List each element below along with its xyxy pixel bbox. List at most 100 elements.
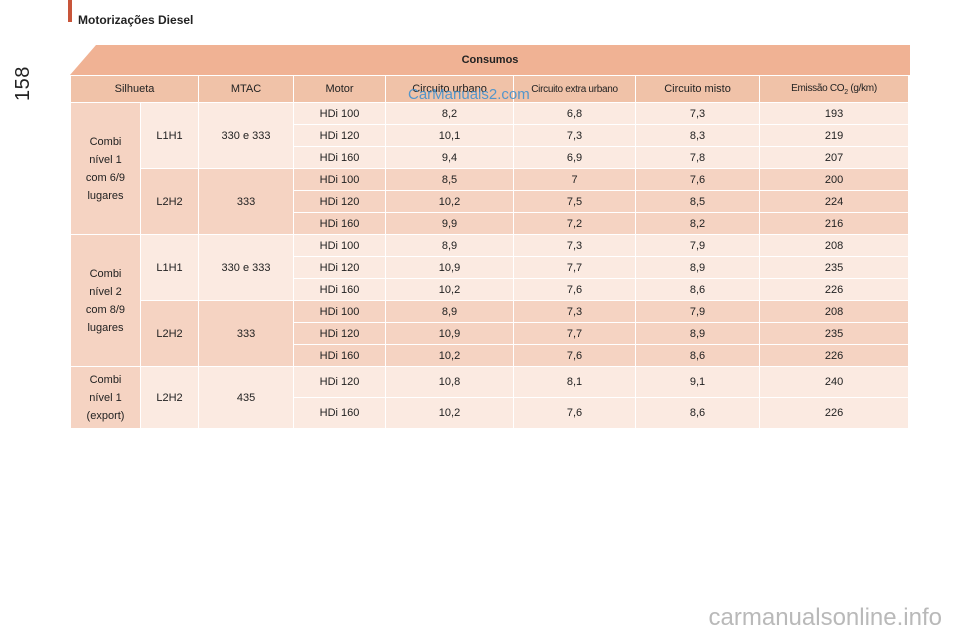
extra-cell: 6,8 (513, 102, 637, 125)
table-row: HDi 120 10,2 7,5 8,5 224 (71, 190, 910, 213)
accent-bar (68, 0, 72, 22)
motor-cell: HDi 120 (293, 366, 387, 398)
co2-cell: 208 (759, 300, 910, 323)
silhueta-line: (export) (86, 409, 125, 422)
extra-cell: 7,6 (513, 397, 637, 429)
extra-cell: 7 (513, 168, 637, 191)
co2-cell: 208 (759, 234, 910, 257)
co2-cell: 207 (759, 146, 910, 169)
urbano-cell: 10,8 (385, 366, 515, 398)
mtac-cell: 333 (198, 300, 295, 367)
table-title: Consumos (461, 54, 519, 66)
table-row: HDi 160 10,2 7,6 8,6 226 (71, 344, 910, 367)
extra-cell: 8,1 (513, 366, 637, 398)
motor-cell: HDi 100 (293, 234, 387, 257)
misto-cell: 7,9 (635, 300, 761, 323)
extra-cell: 7,6 (513, 278, 637, 301)
version-cell: L2H2 (139, 366, 200, 429)
silhueta-cell: Combi nível 2 com 8/9 lugares (70, 234, 141, 367)
watermark-bottom: carmanualsonline.info (708, 604, 942, 631)
misto-cell: 8,5 (635, 190, 761, 213)
col-silhueta: Silhueta (69, 75, 200, 103)
col-mtac: MTAC (198, 75, 295, 103)
watermark-top: CarManuals2.com (408, 86, 530, 103)
silhueta-line: nível 1 (89, 153, 122, 166)
urbano-cell: 8,9 (385, 234, 515, 257)
motor-cell: HDi 120 (293, 190, 387, 213)
version-cell: L1H1 (139, 234, 200, 301)
misto-cell: 7,6 (635, 168, 761, 191)
table-row: HDi 160 9,4 6,9 7,8 207 (71, 146, 910, 169)
table-row: Combi nível 2 com 8/9 lugares L1H1 330 e… (70, 234, 910, 367)
table-row: HDi 120 10,9 7,7 8,9 235 (71, 322, 910, 345)
version-cell: L2H2 (139, 168, 200, 235)
urbano-cell: 10,2 (385, 344, 515, 367)
col-extra-urbano: Circuito extra urbano (513, 75, 637, 103)
table-row: Combi nível 1 com 6/9 lugares L1H1 330 e… (70, 102, 910, 235)
consumption-table: Silhueta MTAC Motor Circuito urbano Circ… (69, 75, 910, 429)
co2-cell: 193 (759, 102, 910, 125)
col-emissao: Emissão CO2 (g/km) (759, 75, 910, 103)
co2-cell: 200 (759, 168, 910, 191)
col-emissao-suffix: (g/km) (847, 82, 877, 94)
col-emissao-prefix: Emissão CO (791, 82, 845, 94)
extra-cell: 7,3 (513, 300, 637, 323)
urbano-cell: 10,2 (385, 278, 515, 301)
col-urbano: Circuito urbano (385, 75, 515, 103)
co2-cell: 235 (759, 322, 910, 345)
table-header-row: Silhueta MTAC Motor Circuito urbano Circ… (69, 75, 910, 103)
co2-cell: 226 (759, 278, 910, 301)
extra-cell: 7,6 (513, 344, 637, 367)
mtac-cell: 330 e 333 (198, 102, 295, 169)
misto-cell: 7,9 (635, 234, 761, 257)
misto-cell: 8,6 (635, 344, 761, 367)
misto-cell: 8,6 (635, 278, 761, 301)
col-misto: Circuito misto (635, 75, 761, 103)
urbano-cell: 10,9 (385, 256, 515, 279)
table-row: HDi 120 10,1 7,3 8,3 219 (71, 124, 910, 147)
mtac-cell: 435 (198, 366, 295, 429)
misto-cell: 8,9 (635, 256, 761, 279)
extra-cell: 7,5 (513, 190, 637, 213)
mtac-cell: 330 e 333 (198, 234, 295, 301)
co2-cell: 226 (759, 344, 910, 367)
extra-cell: 7,3 (513, 124, 637, 147)
table-title-band: Consumos (70, 45, 910, 75)
extra-cell: 7,7 (513, 256, 637, 279)
co2-cell: 216 (759, 212, 910, 235)
misto-cell: 8,6 (635, 397, 761, 429)
motor-cell: HDi 120 (293, 322, 387, 345)
extra-cell: 6,9 (513, 146, 637, 169)
table-row: L2H2 333 HDi 100 8,9 7,3 7,9 208 (71, 300, 910, 367)
table-row: Combi nível 1 (export) L2H2 435 HDi 120 … (70, 366, 910, 429)
silhueta-line: com 8/9 (85, 303, 126, 316)
misto-cell: 7,3 (635, 102, 761, 125)
urbano-cell: 8,2 (385, 102, 515, 125)
urbano-cell: 9,9 (385, 212, 515, 235)
mtac-cell: 333 (198, 168, 295, 235)
page-number: 158 (11, 66, 34, 101)
misto-cell: 9,1 (635, 366, 761, 398)
version-cell: L2H2 (139, 300, 200, 367)
consumption-table-wrap: Consumos Silhueta MTAC Motor Circuito ur… (69, 45, 910, 429)
section-title: Motorizações Diesel (78, 13, 194, 27)
motor-cell: HDi 100 (293, 102, 387, 125)
version-cell: L1H1 (139, 102, 200, 169)
motor-cell: HDi 160 (293, 146, 387, 169)
misto-cell: 8,2 (635, 212, 761, 235)
col-emissao-sub: 2 (844, 88, 848, 96)
misto-cell: 8,3 (635, 124, 761, 147)
urbano-cell: 8,5 (385, 168, 515, 191)
urbano-cell: 10,2 (385, 397, 515, 429)
urbano-cell: 10,9 (385, 322, 515, 345)
motor-cell: HDi 100 (293, 168, 387, 191)
urbano-cell: 10,2 (385, 190, 515, 213)
silhueta-line: lugares (87, 321, 124, 334)
co2-cell: 240 (759, 366, 910, 398)
silhueta-line: com 6/9 (85, 171, 126, 184)
table-row: HDi 160 9,9 7,2 8,2 216 (71, 212, 910, 235)
co2-cell: 219 (759, 124, 910, 147)
silhueta-line: nível 1 (89, 391, 122, 404)
motor-cell: HDi 120 (293, 124, 387, 147)
motor-cell: HDi 160 (293, 278, 387, 301)
